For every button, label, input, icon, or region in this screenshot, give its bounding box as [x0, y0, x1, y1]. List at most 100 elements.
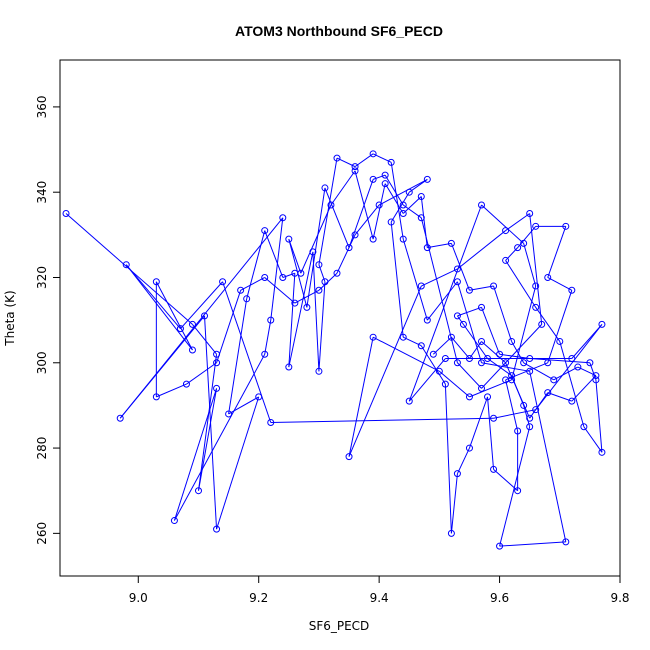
series-segment — [421, 268, 458, 287]
data-point — [453, 265, 461, 273]
series-markers — [62, 150, 606, 550]
series-segment — [420, 345, 446, 385]
data-point — [279, 214, 287, 222]
data-point — [562, 222, 570, 230]
data-point — [514, 487, 522, 495]
series-segment — [571, 324, 603, 359]
series-segment — [444, 384, 452, 534]
series-segment — [155, 281, 193, 351]
series-segment — [559, 341, 585, 427]
data-point — [369, 150, 377, 158]
data-point — [478, 201, 486, 209]
series-segment — [523, 405, 531, 427]
series-segment — [270, 217, 284, 321]
series-segment — [468, 396, 488, 449]
series-line — [65, 153, 603, 547]
data-point — [267, 316, 275, 324]
series-segment — [571, 375, 597, 402]
series-segment — [408, 358, 446, 402]
plot-frame — [59, 59, 621, 577]
data-point — [261, 350, 269, 358]
series-segment — [354, 204, 380, 236]
data-point — [369, 235, 377, 243]
series-segment — [553, 366, 579, 381]
series-segment — [378, 178, 428, 206]
series-segment — [384, 183, 404, 214]
series-segment — [511, 341, 525, 364]
series-segment — [372, 336, 440, 372]
data-point — [538, 320, 546, 328]
series-segment — [463, 324, 488, 359]
data-point — [116, 414, 124, 422]
data-point — [399, 333, 407, 341]
series-segment — [288, 238, 302, 274]
x-tick-label: 9.2 — [249, 591, 268, 605]
data-point — [423, 316, 431, 324]
data-point — [544, 273, 552, 281]
series-segment — [481, 362, 530, 372]
series-segment — [469, 285, 494, 291]
x-tick-label: 9.4 — [370, 591, 389, 605]
series-segment — [300, 204, 332, 274]
x-axis: 9.0 9.2 9.4 9.6 9.8 — [129, 576, 630, 605]
series-segment — [481, 341, 506, 364]
data-point — [423, 244, 431, 252]
series-segment — [402, 196, 422, 214]
series-segment — [493, 285, 513, 342]
series-segment — [228, 396, 259, 415]
data-point — [122, 261, 130, 269]
data-point — [351, 163, 359, 171]
data-point — [526, 367, 534, 375]
data-point — [526, 355, 534, 363]
data-point — [152, 393, 160, 401]
series-segment — [197, 354, 218, 491]
series-segment — [216, 396, 260, 530]
data-point — [255, 393, 263, 401]
data-point — [387, 158, 395, 166]
series-segment — [529, 392, 549, 419]
data-point — [170, 517, 178, 525]
x-tick-label: 9.8 — [610, 591, 629, 605]
data-point — [447, 333, 455, 341]
data-point — [592, 372, 600, 380]
data-point — [351, 167, 359, 175]
series-segment — [354, 153, 374, 168]
data-point — [375, 201, 383, 209]
series-segment — [529, 213, 543, 325]
data-point — [303, 303, 311, 311]
series-segment — [119, 315, 205, 419]
series-segment — [402, 204, 422, 219]
series-segment — [547, 226, 567, 278]
series-segment — [511, 285, 537, 380]
data-point — [465, 444, 473, 452]
data-point — [478, 337, 486, 345]
data-point — [544, 389, 552, 397]
series-segment — [408, 204, 482, 402]
data-point — [369, 333, 377, 341]
data-point — [465, 393, 473, 401]
y-tick-label: 260 — [35, 522, 49, 545]
data-point — [490, 465, 498, 473]
data-point — [243, 295, 251, 303]
data-point — [62, 210, 70, 218]
series-segment — [192, 324, 217, 355]
series-segment — [198, 388, 218, 491]
data-point — [574, 363, 582, 371]
data-point — [417, 192, 425, 200]
data-point — [465, 286, 473, 294]
data-point — [598, 448, 606, 456]
series-segment — [499, 426, 531, 547]
data-point — [502, 256, 510, 264]
data-point — [532, 406, 540, 414]
data-point — [550, 376, 558, 384]
data-point — [315, 286, 323, 294]
series-segment — [487, 358, 512, 376]
data-point — [435, 367, 443, 375]
data-point — [568, 355, 576, 363]
data-point — [279, 273, 287, 281]
series-segment — [439, 370, 470, 398]
series-segment — [505, 260, 537, 308]
data-point — [261, 227, 269, 235]
series-segment — [336, 234, 356, 274]
